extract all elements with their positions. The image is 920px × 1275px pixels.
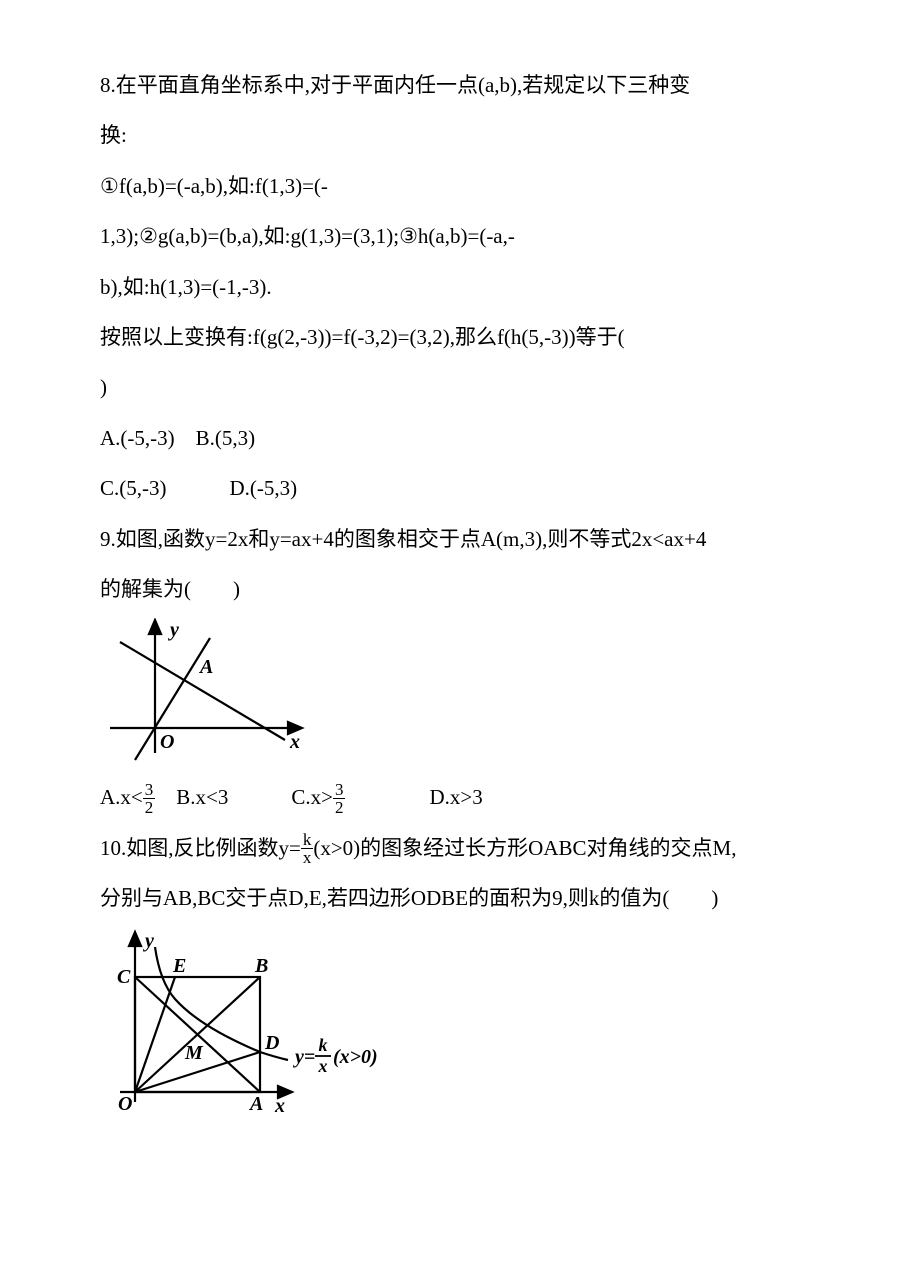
q8-options-ab: A.(-5,-3) B.(5,3)	[100, 413, 820, 463]
q10-diagram: y x O A B C E D M y= k x (x>0)	[100, 927, 400, 1117]
q9-label-O: O	[160, 731, 174, 753]
svg-text:y=: y=	[293, 1046, 315, 1068]
q9-label-A: A	[198, 656, 213, 678]
q9-diagram: y x A O	[100, 618, 310, 768]
q9-line1: 9.如图,函数y=2x和y=ax+4的图象相交于点A(m,3),则不等式2x<a…	[100, 514, 820, 564]
q9-line2: 的解集为( )	[100, 564, 820, 614]
q8-line3: ①f(a,b)=(-a,b),如:f(1,3)=(-	[100, 161, 820, 211]
q10-label-x: x	[274, 1095, 285, 1117]
q9-opt-b-c: B.x<3 C.x>	[155, 785, 333, 809]
q8-line2: 换:	[100, 110, 820, 160]
q10-eq-label: y= k x (x>0)	[293, 1035, 378, 1076]
q9-frac-c: 32	[333, 781, 346, 816]
q10-line1-post: (x>0)的图象经过长方形OABC对角线的交点M,	[313, 836, 736, 860]
q9-options: A.x<32 B.x<3 C.x>32 D.x>3	[100, 772, 820, 822]
q8-line1: 8.在平面直角坐标系中,对于平面内任一点(a,b),若规定以下三种变	[100, 60, 820, 110]
q10-frac-kx: kx	[301, 831, 314, 866]
q8-options-cd: C.(5,-3) D.(-5,3)	[100, 463, 820, 513]
q10-label-B: B	[254, 955, 268, 977]
q10-line1-pre: 10.如图,反比例函数y=	[100, 836, 301, 860]
q9-opt-d: D.x>3	[345, 785, 482, 809]
q10-label-C: C	[117, 966, 131, 988]
q10-label-O: O	[118, 1093, 132, 1115]
svg-text:k: k	[319, 1035, 328, 1055]
q10-label-M: M	[184, 1042, 204, 1064]
q9-frac-a: 32	[143, 781, 156, 816]
q9-label-y: y	[168, 619, 179, 641]
q8-line5: b),如:h(1,3)=(-1,-3).	[100, 262, 820, 312]
q8-line4: 1,3);②g(a,b)=(b,a),如:g(1,3)=(3,1);③h(a,b…	[100, 211, 820, 261]
q9-label-x: x	[289, 731, 300, 753]
q10-label-A: A	[248, 1093, 263, 1115]
q10-label-y: y	[143, 930, 154, 952]
q8-line7: )	[100, 362, 820, 412]
q10-label-D: D	[264, 1032, 279, 1054]
q10-line1: 10.如图,反比例函数y=kx(x>0)的图象经过长方形OABC对角线的交点M,	[100, 823, 820, 873]
svg-text:x: x	[318, 1056, 328, 1076]
q10-label-E: E	[172, 955, 186, 977]
q8-line6: 按照以上变换有:f(g(2,-3))=f(-3,2)=(3,2),那么f(h(5…	[100, 312, 820, 362]
q9-opt-a-pre: A.x<	[100, 785, 143, 809]
q10-line2: 分别与AB,BC交于点D,E,若四边形ODBE的面积为9,则k的值为( )	[100, 873, 820, 923]
svg-text:(x>0): (x>0)	[333, 1046, 378, 1068]
